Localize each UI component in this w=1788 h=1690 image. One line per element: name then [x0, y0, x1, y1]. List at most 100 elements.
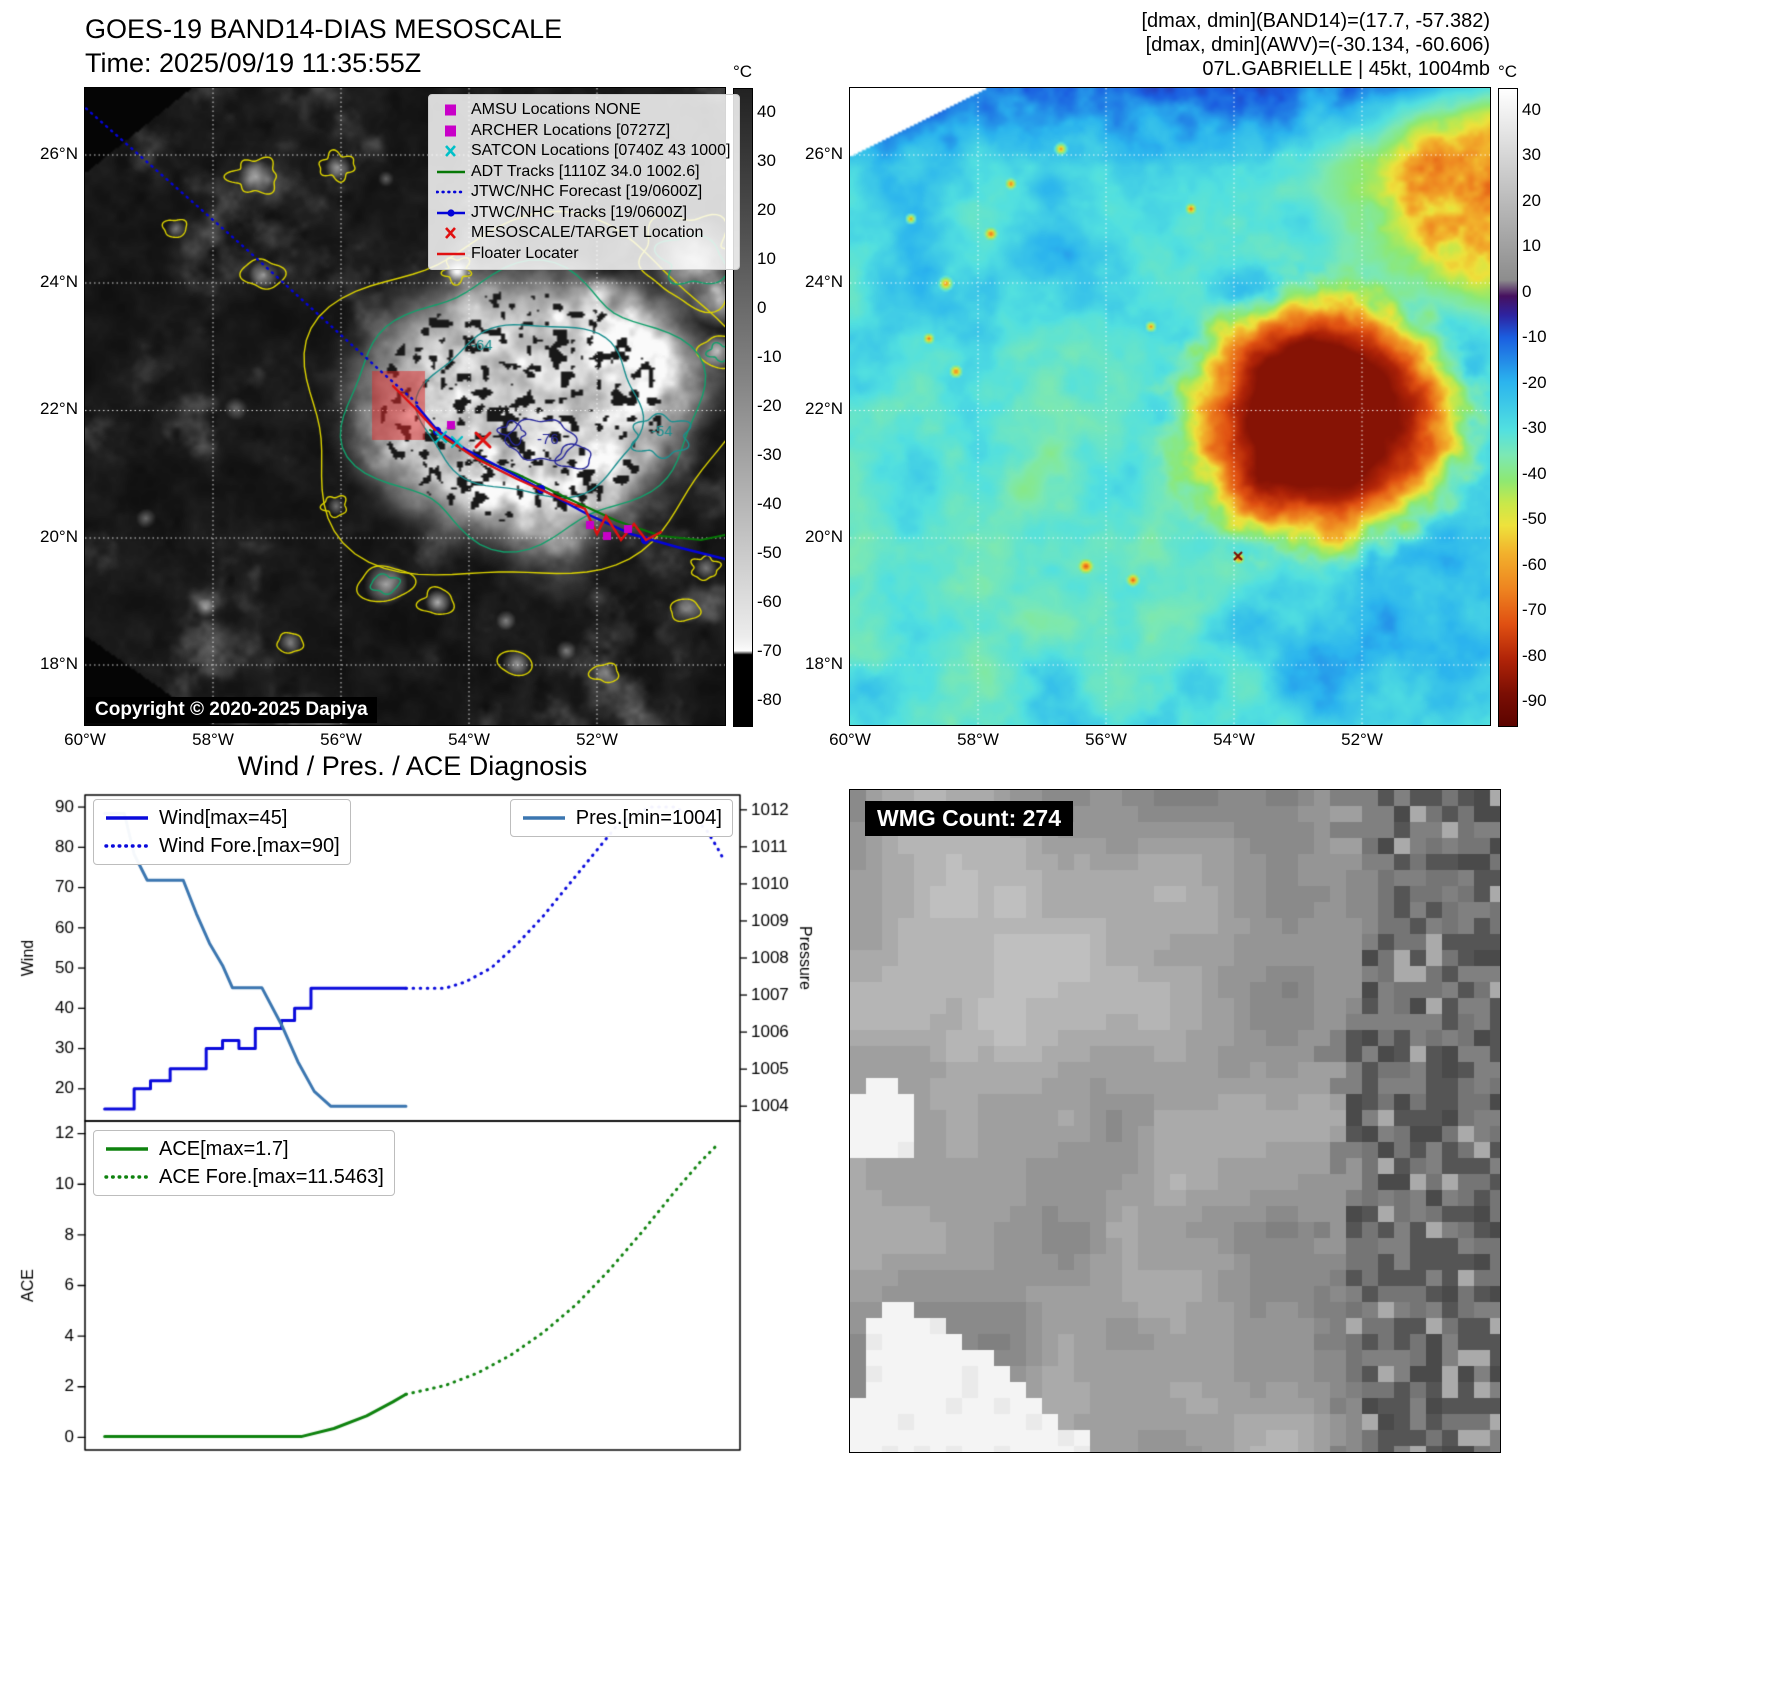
band14-lon-tick: 60°W	[64, 730, 106, 749]
colorbar-tick: -10	[757, 346, 782, 366]
legend-item: Wind Fore.[max=90]	[104, 832, 340, 860]
solid-legend-marker-icon	[521, 810, 567, 826]
legend-item: JTWC/NHC Tracks [19/0600Z]	[436, 203, 732, 224]
line-legend-marker-icon	[436, 247, 466, 261]
colorbar-tick: -60	[1522, 554, 1547, 574]
colorbar-tick: 0	[1522, 281, 1532, 301]
awv-colorbar-unit: °C	[1498, 62, 1518, 81]
colorbar-tick: -30	[757, 444, 782, 464]
x-legend-marker-icon	[436, 144, 466, 158]
legend-label: AMSU Locations NONE	[471, 101, 641, 119]
band14-legend: AMSU Locations NONE ARCHER Locations [072…	[428, 94, 740, 270]
colorbar-tick: -80	[757, 689, 782, 709]
square-legend-marker-icon	[436, 103, 466, 117]
legend-label: ARCHER Locations [0727Z]	[471, 121, 671, 139]
colorbar-tick: -50	[757, 542, 782, 562]
ace-legend: ACE[max=1.7] ACE Fore.[max=11.5463]	[93, 1130, 395, 1196]
diagnosis-title: Wind / Pres. / ACE Diagnosis	[237, 751, 588, 781]
colorbar-tick: 20	[757, 199, 776, 219]
band14-lon-tick: 58°W	[192, 730, 234, 749]
legend-label: Wind Fore.[max=90]	[159, 834, 340, 857]
colorbar-tick: -60	[757, 591, 782, 611]
awv-colorbar	[1498, 88, 1518, 727]
legend-item: Wind[max=45]	[104, 804, 340, 832]
awv-satellite-canvas	[850, 88, 1490, 725]
colorbar-tick: 30	[757, 150, 776, 170]
copyright-label: Copyright © 2020-2025 Dapiya	[86, 697, 377, 723]
square-legend-marker-icon	[436, 124, 466, 138]
awv-lat-tick: 20°N	[805, 526, 843, 546]
awv-lon-tick: 60°W	[829, 730, 871, 749]
legend-item: SATCON Locations [0740Z 43 1000]	[436, 141, 732, 162]
band14-title: GOES-19 BAND14-DIAS MESOSCALE	[85, 14, 563, 44]
colorbar-tick: -10	[1522, 327, 1547, 347]
legend-label: Wind[max=45]	[159, 806, 288, 829]
wmg-count-label: WMG Count: 274	[865, 801, 1073, 836]
legend-label: Pres.[min=1004]	[575, 806, 722, 829]
solid-legend-marker-icon	[104, 1141, 150, 1157]
colorbar-tick: 30	[1522, 145, 1541, 165]
band14-lat-tick: 20°N	[40, 526, 78, 546]
colorbar-tick: 0	[757, 297, 767, 317]
legend-label: ACE Fore.[max=11.5463]	[159, 1165, 384, 1188]
band14-lon-tick: 54°W	[448, 730, 490, 749]
awv-lon-tick: 56°W	[1085, 730, 1127, 749]
colorbar-tick: -80	[1522, 645, 1547, 665]
legend-item: Pres.[min=1004]	[521, 804, 722, 832]
colorbar-tick: -20	[757, 395, 782, 415]
band14-lon-tick: 52°W	[576, 730, 618, 749]
colorbar-tick: -20	[1522, 372, 1547, 392]
band14-lat-tick: 22°N	[40, 399, 78, 418]
awv-lon-tick: 54°W	[1213, 730, 1255, 749]
colorbar-tick: -40	[1522, 463, 1547, 483]
colorbar-tick: -90	[1522, 691, 1547, 711]
colorbar-tick: -70	[757, 640, 782, 660]
band14-lat-tick: 24°N	[40, 271, 78, 291]
colorbar-tick: -70	[1522, 600, 1547, 620]
colorbar-tick: -40	[757, 493, 782, 513]
line-legend-marker-icon	[436, 165, 466, 179]
legend-label: JTWC/NHC Tracks [19/0600Z]	[471, 203, 688, 221]
legend-item: ARCHER Locations [0727Z]	[436, 121, 732, 142]
awv-lon-tick: 58°W	[957, 730, 999, 749]
dmax-dmin-awv-text: [dmax, dmin](AWV)=(-30.134, -60.606)	[1145, 34, 1490, 56]
band14-time: Time: 2025/09/19 11:35:55Z	[85, 48, 422, 78]
awv-map-frame	[849, 87, 1491, 726]
legend-label: ADT Tracks [1110Z 34.0 1002.6]	[471, 162, 700, 180]
awv-lat-tick: 26°N	[805, 144, 843, 163]
pressure-legend: Pres.[min=1004]	[509, 799, 733, 837]
legend-item: ACE Fore.[max=11.5463]	[104, 1163, 384, 1191]
legend-item: Floater Locater	[436, 244, 732, 265]
band14-lat-tick: 18°N	[40, 654, 78, 673]
legend-label: MESOSCALE/TARGET Location	[471, 224, 704, 242]
colorbar-tick: 20	[1522, 190, 1541, 210]
legend-item: MESOSCALE/TARGET Location	[436, 223, 732, 244]
colorbar-tick: 40	[757, 101, 776, 121]
colorbar-tick: -50	[1522, 509, 1547, 529]
awv-lat-tick: 18°N	[805, 654, 843, 673]
legend-item: JTWC/NHC Forecast [19/0600Z]	[436, 182, 732, 203]
wmg-image-canvas	[850, 790, 1500, 1452]
legend-label: Floater Locater	[471, 244, 579, 262]
dmax-dmin-band14-text: [dmax, dmin](BAND14)=(17.7, -57.382)	[1141, 10, 1491, 32]
legend-item: ADT Tracks [1110Z 34.0 1002.6]	[436, 162, 732, 183]
awv-lat-tick: 24°N	[805, 271, 843, 291]
wind-legend: Wind[max=45] Wind Fore.[max=90]	[93, 799, 351, 865]
legend-label: ACE[max=1.7]	[159, 1137, 289, 1160]
line-dot-legend-marker-icon	[436, 206, 466, 220]
colorbar-tick: -30	[1522, 418, 1547, 438]
awv-lat-tick: 22°N	[805, 399, 843, 418]
awv-lon-tick: 52°W	[1341, 730, 1383, 749]
solid-legend-marker-icon	[104, 810, 150, 826]
band14-colorbar-unit: °C	[733, 62, 753, 81]
colorbar-tick: 40	[1522, 99, 1541, 119]
legend-label: SATCON Locations [0740Z 43 1000]	[471, 142, 731, 160]
colorbar-tick: 10	[1522, 236, 1541, 256]
colorbar-tick: 10	[757, 248, 776, 268]
dotted-legend-marker-icon	[104, 838, 150, 854]
dotted-legend-marker-icon	[436, 185, 466, 199]
band14-lat-tick: 26°N	[40, 144, 78, 163]
legend-item: ACE[max=1.7]	[104, 1135, 384, 1163]
x-legend-marker-icon	[436, 226, 466, 240]
